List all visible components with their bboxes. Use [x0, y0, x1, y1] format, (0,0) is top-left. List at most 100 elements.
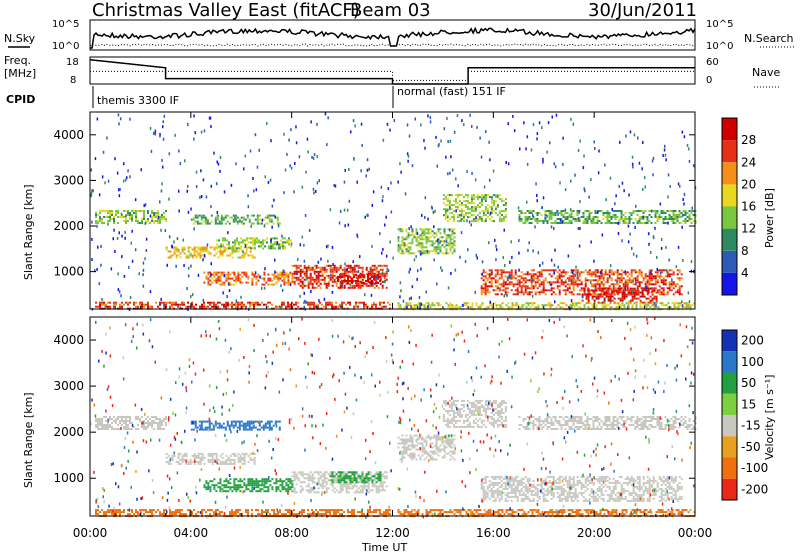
cell-0-13: [579, 306, 582, 309]
cell-1-2: [240, 424, 243, 427]
scatter-pixel: [662, 154, 664, 157]
scatter-pixel: [200, 130, 203, 134]
cell-0-4: [271, 273, 274, 276]
cell-0-7: [249, 301, 251, 304]
cell-0-12: [623, 291, 626, 294]
cell-0-1: [219, 250, 222, 253]
scatter-pixel: [517, 206, 520, 210]
cell-0-13: [615, 302, 618, 305]
cell-1-3: [261, 484, 264, 487]
cell-0-2: [242, 216, 245, 219]
scatter-pixel: [546, 214, 548, 218]
cell-0-8: [423, 230, 426, 233]
cell-0-4: [283, 281, 286, 284]
cell-0-7: [95, 305, 97, 308]
cell-0-1: [217, 250, 220, 253]
cell-0-4: [219, 283, 222, 286]
scatter-pixel: [270, 139, 272, 143]
cell-0-11: [514, 269, 517, 272]
cell-0-4: [227, 275, 230, 278]
cell-0-3: [268, 245, 270, 248]
cell-0-7: [329, 301, 331, 304]
cell-0-9: [452, 218, 455, 221]
scatter-pixel: [91, 237, 93, 241]
cell-0-11: [660, 281, 663, 284]
cell-0-2: [256, 216, 259, 219]
cell-0-8: [429, 244, 432, 247]
cell-1-1: [229, 454, 232, 457]
scatter-pixel: [511, 255, 513, 259]
cell-0-7: [183, 301, 185, 304]
cell-0-9: [442, 202, 445, 205]
cell-0-10: [632, 222, 635, 224]
cell-1-2: [278, 426, 281, 429]
cell-1-0: [95, 426, 97, 428]
cell-1-2: [246, 424, 249, 427]
cell-1-3: [283, 488, 286, 491]
cell-0-7: [309, 303, 311, 306]
cell-0-4: [225, 277, 228, 280]
cell-0-9: [450, 212, 453, 215]
scatter-pixel: [629, 130, 632, 134]
scatter-pixel: [274, 270, 276, 274]
cell-0-1: [221, 252, 224, 255]
scatter-pixel: [364, 293, 366, 297]
cell-1-1: [237, 452, 240, 455]
cell-0-11: [518, 275, 521, 278]
cell-0-11: [504, 275, 507, 278]
cell-0-11: [612, 273, 615, 276]
cell-0-11: [552, 281, 555, 284]
cell-0-9: [490, 208, 493, 211]
cell-0-12: [649, 287, 652, 290]
cell-0-9: [498, 212, 501, 215]
cell-0-7: [217, 305, 219, 308]
cell-0-10: [594, 222, 597, 224]
cell-0-8: [451, 246, 454, 249]
cell-1-2: [252, 424, 255, 427]
cell-1-2: [200, 428, 203, 431]
cell-0-1: [233, 250, 236, 253]
cell-0-4: [231, 283, 234, 286]
cell-0-10: [522, 222, 525, 224]
cell-1-4: [323, 475, 326, 478]
cell-0-8: [401, 238, 404, 241]
cell-0-11: [484, 271, 487, 274]
cell-0-1: [249, 250, 252, 253]
cell-0-6: [363, 275, 365, 278]
cell-1-4: [323, 485, 326, 488]
cell-0-10: [586, 216, 589, 218]
scatter-pixel: [632, 252, 635, 256]
cell-0-3: [258, 241, 260, 244]
cell-0-11: [532, 277, 535, 280]
cell-0-7: [331, 303, 333, 306]
cell-0-1: [221, 250, 224, 253]
scatter-pixel: [368, 167, 370, 171]
cell-0-2: [264, 222, 267, 225]
colorbar-swatch: [722, 206, 737, 229]
cell-0-5: [307, 284, 310, 287]
cell-0-8: [453, 236, 456, 239]
cell-0-11: [570, 271, 573, 274]
scatter-pixel: [625, 134, 627, 138]
cell-0-4: [239, 277, 242, 280]
cell-0-11: [612, 285, 615, 288]
cell-0-12: [643, 295, 646, 298]
scatter-pixel: [621, 181, 624, 185]
scatter-pixel: [247, 194, 249, 198]
scatter-pixel: [282, 269, 284, 273]
cell-0-10: [570, 214, 573, 216]
cell-1-4: [359, 491, 362, 494]
cell-0-10: [684, 222, 687, 224]
cell-0-0: [151, 220, 153, 222]
cell-0-7: [207, 301, 209, 304]
scatter-pixel: [427, 217, 429, 221]
scatter-pixel: [100, 244, 102, 248]
cell-0-0: [131, 218, 133, 220]
cell-0-1: [225, 254, 228, 257]
cell-0-11: [592, 279, 595, 282]
cell-0-9: [456, 208, 459, 211]
cell-0-10: [578, 218, 581, 220]
cell-0-11: [636, 277, 639, 280]
cell-1-4: [343, 473, 346, 476]
cell-0-5: [375, 266, 378, 269]
